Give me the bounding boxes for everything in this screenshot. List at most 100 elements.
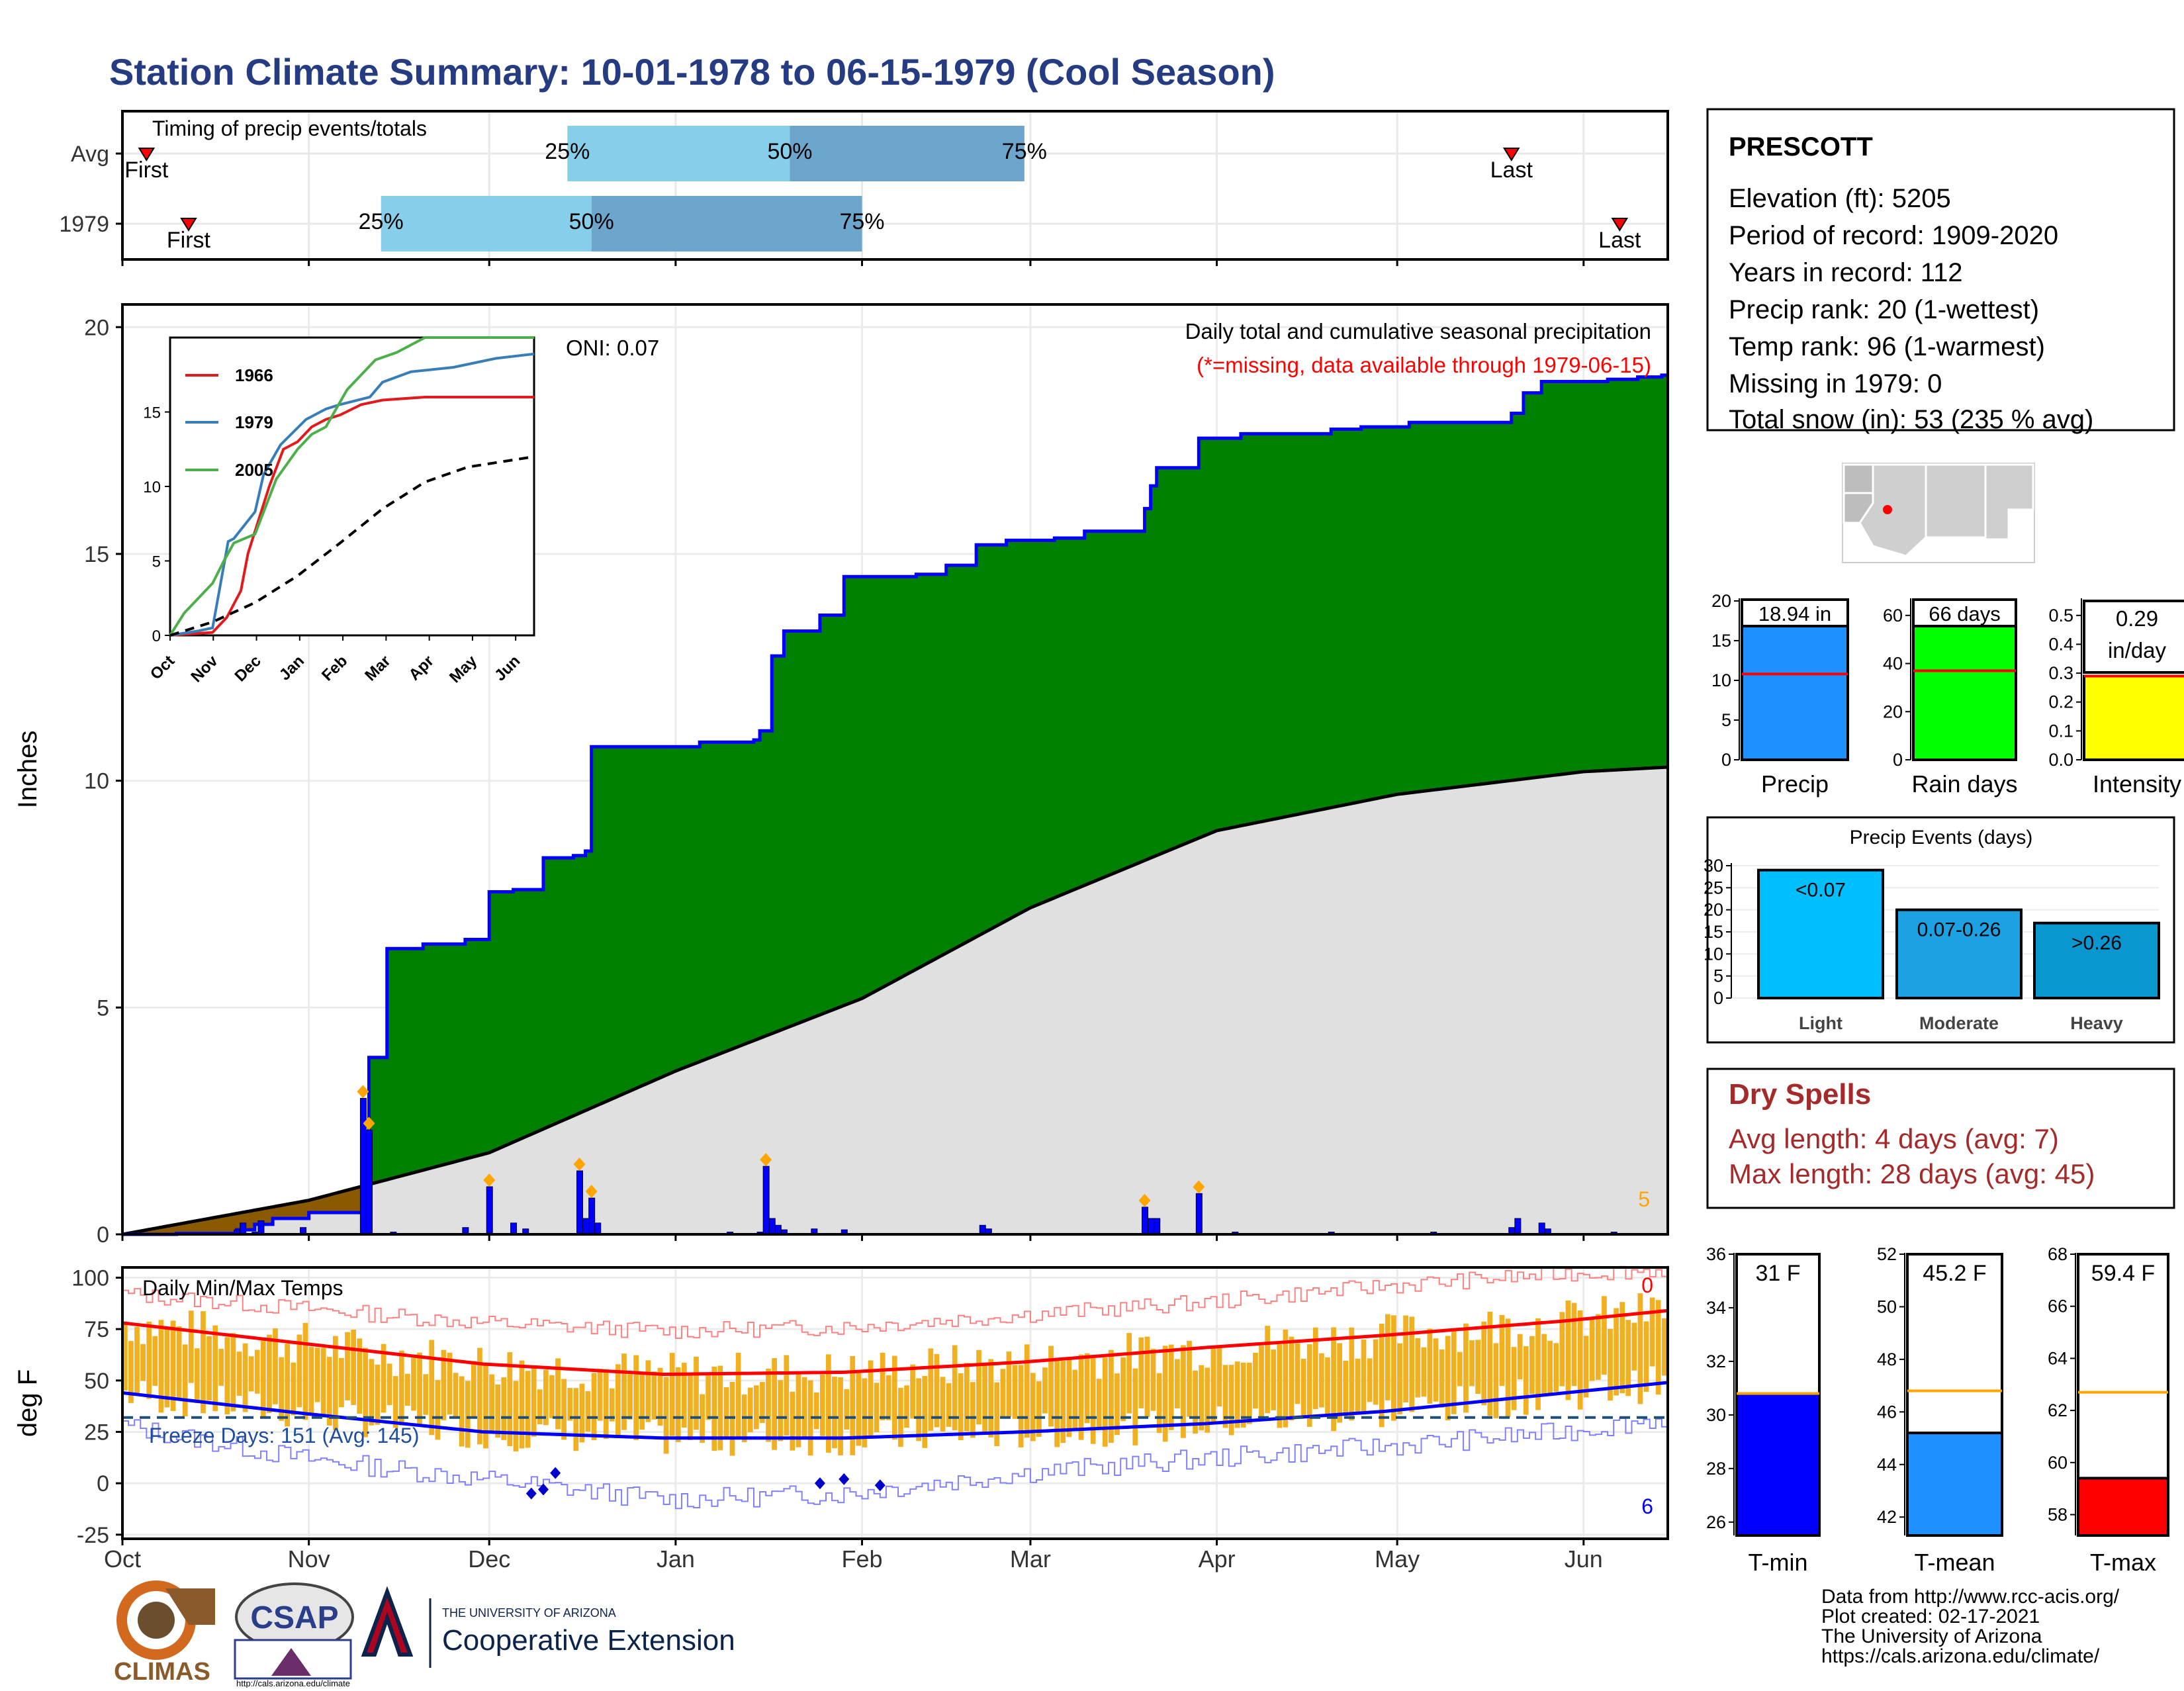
daily-precip-bar [366,1129,373,1235]
timing-bar-q2 [790,126,1024,181]
daily-temp-bar [760,1382,765,1424]
inset-legend-label: 1979 [235,412,273,432]
temp-summary-tick-label: 34 [1706,1298,1726,1318]
daily-temp-bar [170,1320,176,1411]
daily-temp-bar [994,1382,1000,1447]
daily-temp-bar [273,1328,278,1404]
daily-temp-bar [1661,1318,1667,1376]
temp-summary-bar [1735,1392,1821,1537]
station-name: PRESCOTT [1729,132,1873,161]
daily-temp-bar [573,1388,579,1451]
daily-temp-bar [363,1348,369,1438]
inset-series-line [169,396,534,637]
daily-temp-bar [807,1380,813,1456]
daily-temp-bar [387,1363,392,1406]
daily-temp-bar [844,1389,849,1430]
daily-temp-bar [326,1357,332,1426]
temp-summary-name: T-min [1749,1549,1808,1576]
daily-temp-bar [1397,1343,1402,1414]
last-marker [1611,218,1629,232]
daily-temp-bar [729,1382,735,1456]
station-line: Temp rank: 96 (1-warmest) [1729,332,2045,361]
inset-series-line [169,352,535,637]
daily-temp-bar [308,1347,314,1414]
daily-temp-bar [242,1343,248,1412]
summary-unit-label: in/day [2108,638,2167,663]
daily-temp-bar [453,1373,459,1417]
temp-summary-tick-label: 68 [2048,1244,2068,1264]
daily-temp-bar [784,1355,790,1436]
temp-summary-tick-label: 28 [1706,1459,1726,1479]
summary-bar [2083,674,2184,761]
daily-temp-bar [1493,1343,1499,1418]
summary-value-label: 66 days [1929,602,2001,625]
daily-temp-bar [1253,1352,1258,1409]
daily-temp-bar [1205,1367,1210,1433]
daily-temp-bar [609,1388,615,1422]
x-tick-label: Dec [468,1545,510,1573]
y-tick-label: 20 [84,315,109,340]
x-tick-label: Oct [104,1545,141,1573]
extreme-marker [573,1158,586,1171]
daily-temp-bar [146,1321,152,1399]
temp-summary-value: 59.4 F [2091,1261,2155,1286]
daily-temp-bar [212,1325,218,1412]
summary-bar [1741,608,1849,761]
daily-temp-bar [465,1381,471,1448]
temp-summary-tick-label: 64 [2048,1348,2068,1368]
daily-temp-bar [1433,1338,1439,1402]
footer-line: The University of Arizona [1821,1625,2042,1647]
daily-precip-bar [979,1224,986,1235]
last-marker [1502,148,1520,161]
record-low-marker [814,1477,825,1490]
events-tick-label: 25 [1704,878,1723,897]
summary-tick-label: 60 [1883,606,1903,625]
footer-line: https://cals.arizona.edu/climate/ [1821,1645,2100,1667]
daily-temp-bar [158,1320,164,1413]
daily-temp-bar [549,1375,555,1418]
daily-temp-bar [1602,1296,1607,1375]
temp-summary-tick-label: 36 [1706,1244,1726,1264]
daily-temp-bar [1060,1361,1066,1443]
average-min-line [122,1381,1668,1440]
extreme-marker [1193,1180,1205,1194]
timing-p50-label: 50% [569,209,614,234]
summary-tick-label: 15 [1711,631,1731,651]
daily-precip-bar [588,1197,596,1235]
daily-temp-bar [700,1394,705,1443]
temp-panel: -25 0 25 50 75 100 deg F Daily Min/Max Temps Fre… [13,1265,1669,1548]
daily-temp-bar [134,1326,140,1394]
daily-temp-bar [717,1365,723,1451]
events-tick-label: 5 [1713,966,1723,986]
daily-temp-bar [1349,1327,1355,1421]
daily-temp-bar [429,1340,435,1436]
daily-temp-bar [1331,1327,1336,1432]
daily-temp-bar [1643,1321,1649,1392]
daily-precip-bar [510,1222,518,1235]
temp-summary-bar [1906,1432,2003,1537]
daily-temp-bar [1042,1367,1048,1414]
y-tick-label: 0 [97,1222,109,1248]
summary-tick-label: 0.0 [2048,750,2073,770]
inset-frame [169,336,535,637]
temp-summary-value: 45.2 F [1923,1261,1986,1286]
daily-temp-bar [1012,1365,1018,1419]
daily-precip-bar [594,1222,602,1235]
daily-temp-bar [982,1363,987,1433]
events-tick-label: 0 [1713,988,1723,1008]
daily-temp-bar [1300,1359,1306,1418]
daily-temp-bar [1517,1334,1523,1380]
daily-precip-bar [1538,1222,1545,1235]
summary-value-label: 18.94 in [1758,602,1831,625]
daily-temp-bar [1048,1346,1054,1427]
daily-temp-bar [766,1368,771,1442]
daily-temp-bar [1343,1361,1349,1416]
temp-summary-tick-label: 46 [1877,1402,1897,1422]
daily-temp-bar [339,1357,344,1408]
record-low-count: 6 [1641,1494,1653,1518]
temp-summary-tick-label: 30 [1706,1405,1726,1425]
x-tick-label: Nov [288,1545,330,1573]
daily-temp-bar [1541,1334,1547,1396]
daily-temp-bar [459,1376,465,1447]
